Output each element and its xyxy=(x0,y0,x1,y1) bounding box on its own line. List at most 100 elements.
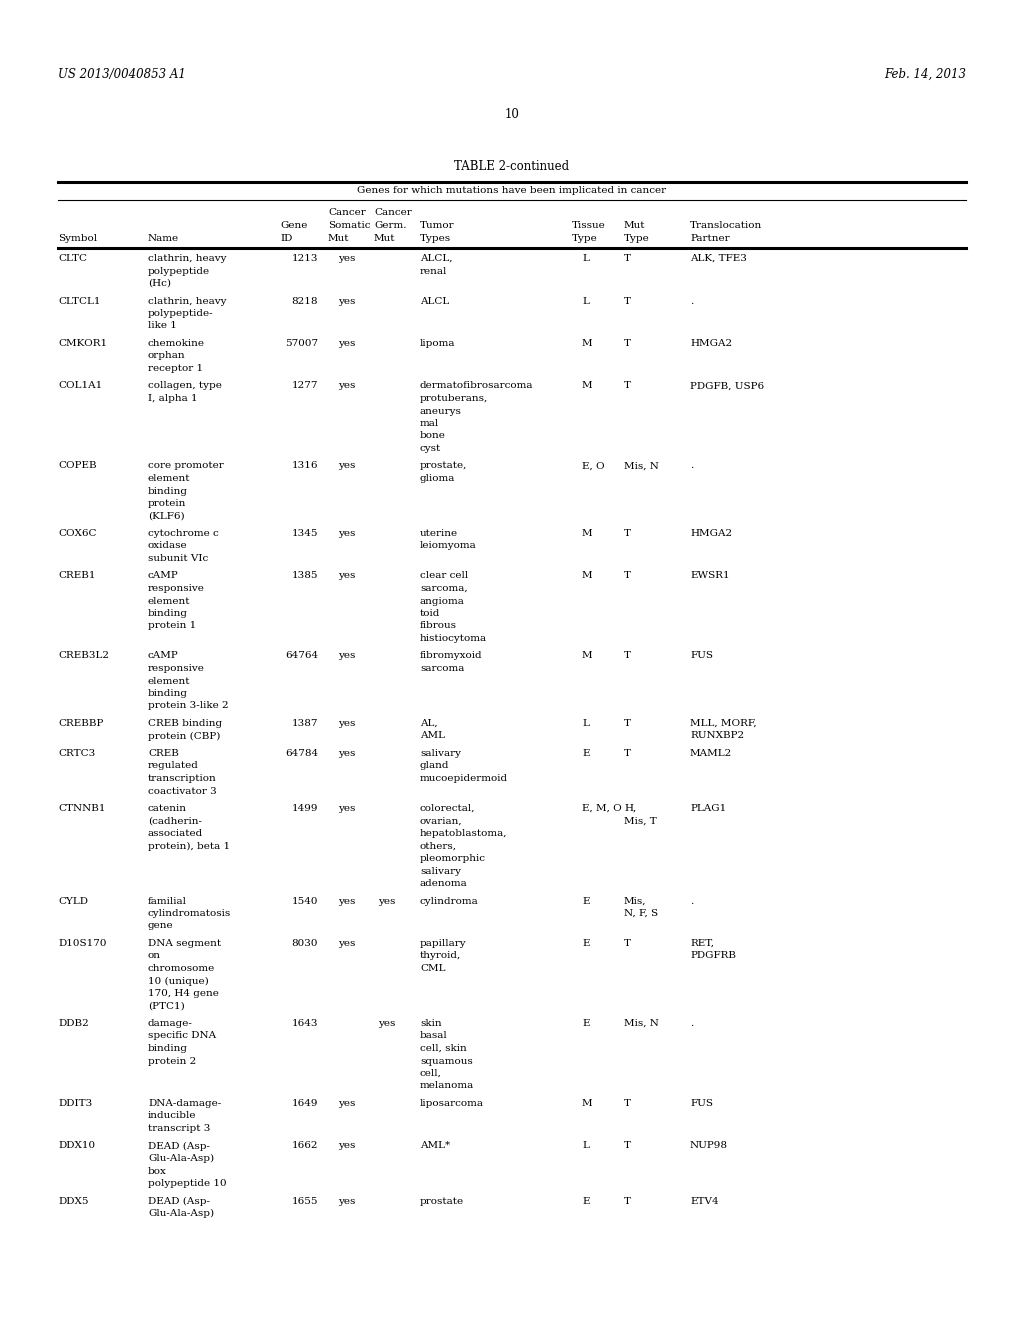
Text: yes: yes xyxy=(338,297,355,305)
Text: yes: yes xyxy=(338,253,355,263)
Text: M: M xyxy=(582,529,593,539)
Text: like 1: like 1 xyxy=(148,322,177,330)
Text: uterine: uterine xyxy=(420,529,458,539)
Text: E: E xyxy=(582,1019,590,1028)
Text: papillary: papillary xyxy=(420,939,467,948)
Text: polypeptide-: polypeptide- xyxy=(148,309,214,318)
Text: PDGFB, USP6: PDGFB, USP6 xyxy=(690,381,764,391)
Text: ALCL,: ALCL, xyxy=(420,253,453,263)
Text: 1649: 1649 xyxy=(292,1100,318,1107)
Text: cAMP: cAMP xyxy=(148,572,179,581)
Text: glioma: glioma xyxy=(420,474,456,483)
Text: protein: protein xyxy=(148,499,186,508)
Text: E, O: E, O xyxy=(582,462,604,470)
Text: skin: skin xyxy=(420,1019,441,1028)
Text: collagen, type: collagen, type xyxy=(148,381,222,391)
Text: Cancer: Cancer xyxy=(328,209,366,216)
Text: CTNNB1: CTNNB1 xyxy=(58,804,105,813)
Text: 1499: 1499 xyxy=(292,804,318,813)
Text: (Hc): (Hc) xyxy=(148,279,171,288)
Text: lipoma: lipoma xyxy=(420,339,456,348)
Text: 1213: 1213 xyxy=(292,253,318,263)
Text: CLTC: CLTC xyxy=(58,253,87,263)
Text: orphan: orphan xyxy=(148,351,185,360)
Text: cytochrome c: cytochrome c xyxy=(148,529,219,539)
Text: TABLE 2-continued: TABLE 2-continued xyxy=(455,160,569,173)
Text: FUS: FUS xyxy=(690,652,713,660)
Text: sarcoma: sarcoma xyxy=(420,664,464,673)
Text: 1540: 1540 xyxy=(292,896,318,906)
Text: T: T xyxy=(624,529,631,539)
Text: DNA segment: DNA segment xyxy=(148,939,221,948)
Text: Partner: Partner xyxy=(690,234,730,243)
Text: yes: yes xyxy=(338,462,355,470)
Text: clathrin, heavy: clathrin, heavy xyxy=(148,297,226,305)
Text: ovarian,: ovarian, xyxy=(420,817,463,825)
Text: US 2013/0040853 A1: US 2013/0040853 A1 xyxy=(58,69,186,81)
Text: salivary: salivary xyxy=(420,748,461,758)
Text: binding: binding xyxy=(148,1044,188,1053)
Text: DDX5: DDX5 xyxy=(58,1196,88,1205)
Text: D10S170: D10S170 xyxy=(58,939,106,948)
Text: Symbol: Symbol xyxy=(58,234,97,243)
Text: others,: others, xyxy=(420,842,457,850)
Text: FUS: FUS xyxy=(690,1100,713,1107)
Text: Feb. 14, 2013: Feb. 14, 2013 xyxy=(884,69,966,81)
Text: responsive: responsive xyxy=(148,583,205,593)
Text: .: . xyxy=(690,297,693,305)
Text: CML: CML xyxy=(420,964,445,973)
Text: MAML2: MAML2 xyxy=(690,748,732,758)
Text: 1387: 1387 xyxy=(292,719,318,729)
Text: Name: Name xyxy=(148,234,179,243)
Text: mucoepidermoid: mucoepidermoid xyxy=(420,774,508,783)
Text: Glu-Ala-Asp): Glu-Ala-Asp) xyxy=(148,1209,214,1218)
Text: hepatoblastoma,: hepatoblastoma, xyxy=(420,829,508,838)
Text: T: T xyxy=(624,719,631,729)
Text: CREBBP: CREBBP xyxy=(58,719,103,729)
Text: colorectal,: colorectal, xyxy=(420,804,475,813)
Text: chemokine: chemokine xyxy=(148,339,205,348)
Text: leiomyoma: leiomyoma xyxy=(420,541,477,550)
Text: polypeptide: polypeptide xyxy=(148,267,210,276)
Text: DDIT3: DDIT3 xyxy=(58,1100,92,1107)
Text: M: M xyxy=(582,1100,593,1107)
Text: 8218: 8218 xyxy=(292,297,318,305)
Text: Mis,: Mis, xyxy=(624,896,646,906)
Text: protein 3-like 2: protein 3-like 2 xyxy=(148,701,228,710)
Text: COL1A1: COL1A1 xyxy=(58,381,102,391)
Text: protein (CBP): protein (CBP) xyxy=(148,731,220,741)
Text: HMGA2: HMGA2 xyxy=(690,339,732,348)
Text: element: element xyxy=(148,474,190,483)
Text: 1662: 1662 xyxy=(292,1142,318,1151)
Text: yes: yes xyxy=(338,1196,355,1205)
Text: aneurys: aneurys xyxy=(420,407,462,416)
Text: Somatic: Somatic xyxy=(328,220,371,230)
Text: yes: yes xyxy=(338,804,355,813)
Text: EWSR1: EWSR1 xyxy=(690,572,730,581)
Text: E: E xyxy=(582,896,590,906)
Text: melanoma: melanoma xyxy=(420,1081,474,1090)
Text: Mis, N: Mis, N xyxy=(624,1019,658,1028)
Text: T: T xyxy=(624,1100,631,1107)
Text: coactivator 3: coactivator 3 xyxy=(148,787,217,796)
Text: cyst: cyst xyxy=(420,444,441,453)
Text: squamous: squamous xyxy=(420,1056,473,1065)
Text: damage-: damage- xyxy=(148,1019,193,1028)
Text: basal: basal xyxy=(420,1031,447,1040)
Text: T: T xyxy=(624,253,631,263)
Text: responsive: responsive xyxy=(148,664,205,673)
Text: DEAD (Asp-: DEAD (Asp- xyxy=(148,1142,210,1151)
Text: E: E xyxy=(582,1196,590,1205)
Text: transcript 3: transcript 3 xyxy=(148,1125,210,1133)
Text: dermatofibrosarcoma: dermatofibrosarcoma xyxy=(420,381,534,391)
Text: COX6C: COX6C xyxy=(58,529,96,539)
Text: gene: gene xyxy=(148,921,174,931)
Text: cylindroma: cylindroma xyxy=(420,896,479,906)
Text: L: L xyxy=(582,719,589,729)
Text: 170, H4 gene: 170, H4 gene xyxy=(148,989,219,998)
Text: ID: ID xyxy=(280,234,293,243)
Text: AL,: AL, xyxy=(420,719,437,729)
Text: Translocation: Translocation xyxy=(690,220,762,230)
Text: yes: yes xyxy=(338,652,355,660)
Text: CLTCL1: CLTCL1 xyxy=(58,297,100,305)
